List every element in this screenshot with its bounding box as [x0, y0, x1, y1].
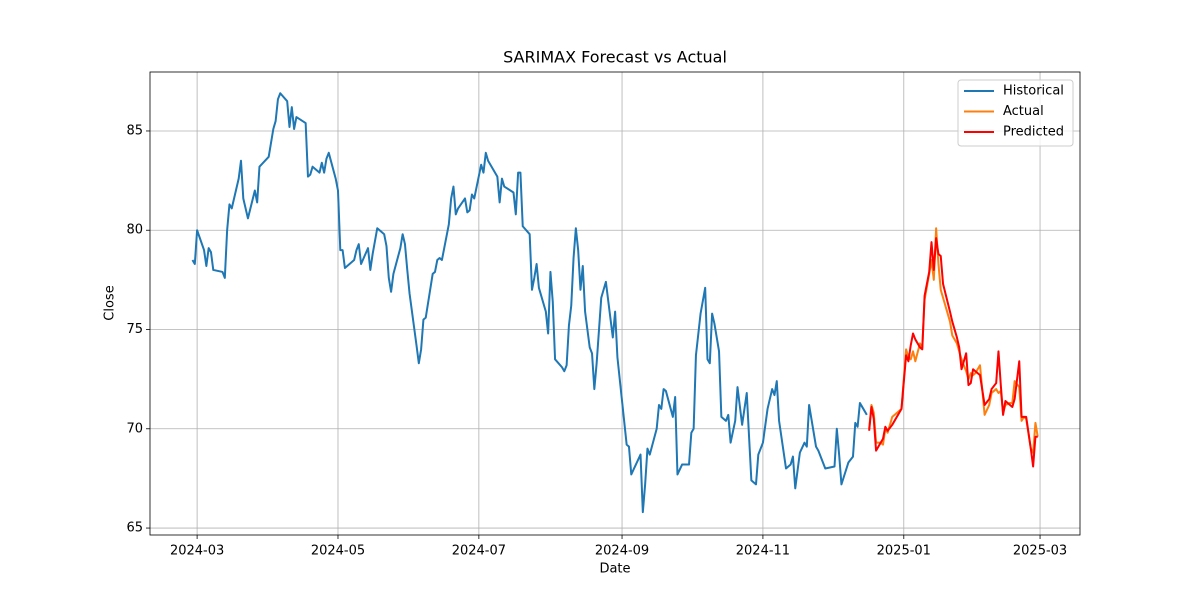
y-tick-label: 70 [126, 421, 143, 436]
x-tick-label: 2025-03 [1013, 544, 1067, 559]
y-tick-label: 65 [126, 521, 143, 536]
x-tick-label: 2024-09 [595, 544, 649, 559]
x-tick-label: 2024-11 [736, 544, 790, 559]
plot-frame [149, 71, 1081, 536]
legend-box [957, 79, 1074, 147]
legend-label: Historical [1003, 84, 1064, 99]
y-tick-label: 75 [126, 322, 143, 337]
line-series [868, 237, 1038, 468]
chart-title: SARIMAX Forecast vs Actual [503, 48, 727, 67]
x-tick-label: 2024-07 [452, 544, 506, 559]
x-tick-label: 2024-03 [170, 544, 224, 559]
y-tick-label: 80 [126, 223, 143, 238]
y-axis-label: Close [103, 285, 118, 320]
x-axis-label: Date [599, 562, 630, 577]
line-series [191, 92, 868, 514]
x-tick-label: 2025-01 [877, 544, 931, 559]
x-tick-label: 2024-05 [311, 544, 365, 559]
y-tick-label: 85 [126, 123, 143, 138]
legend-label: Actual [1003, 104, 1044, 119]
legend-label: Predicted [1003, 125, 1064, 140]
